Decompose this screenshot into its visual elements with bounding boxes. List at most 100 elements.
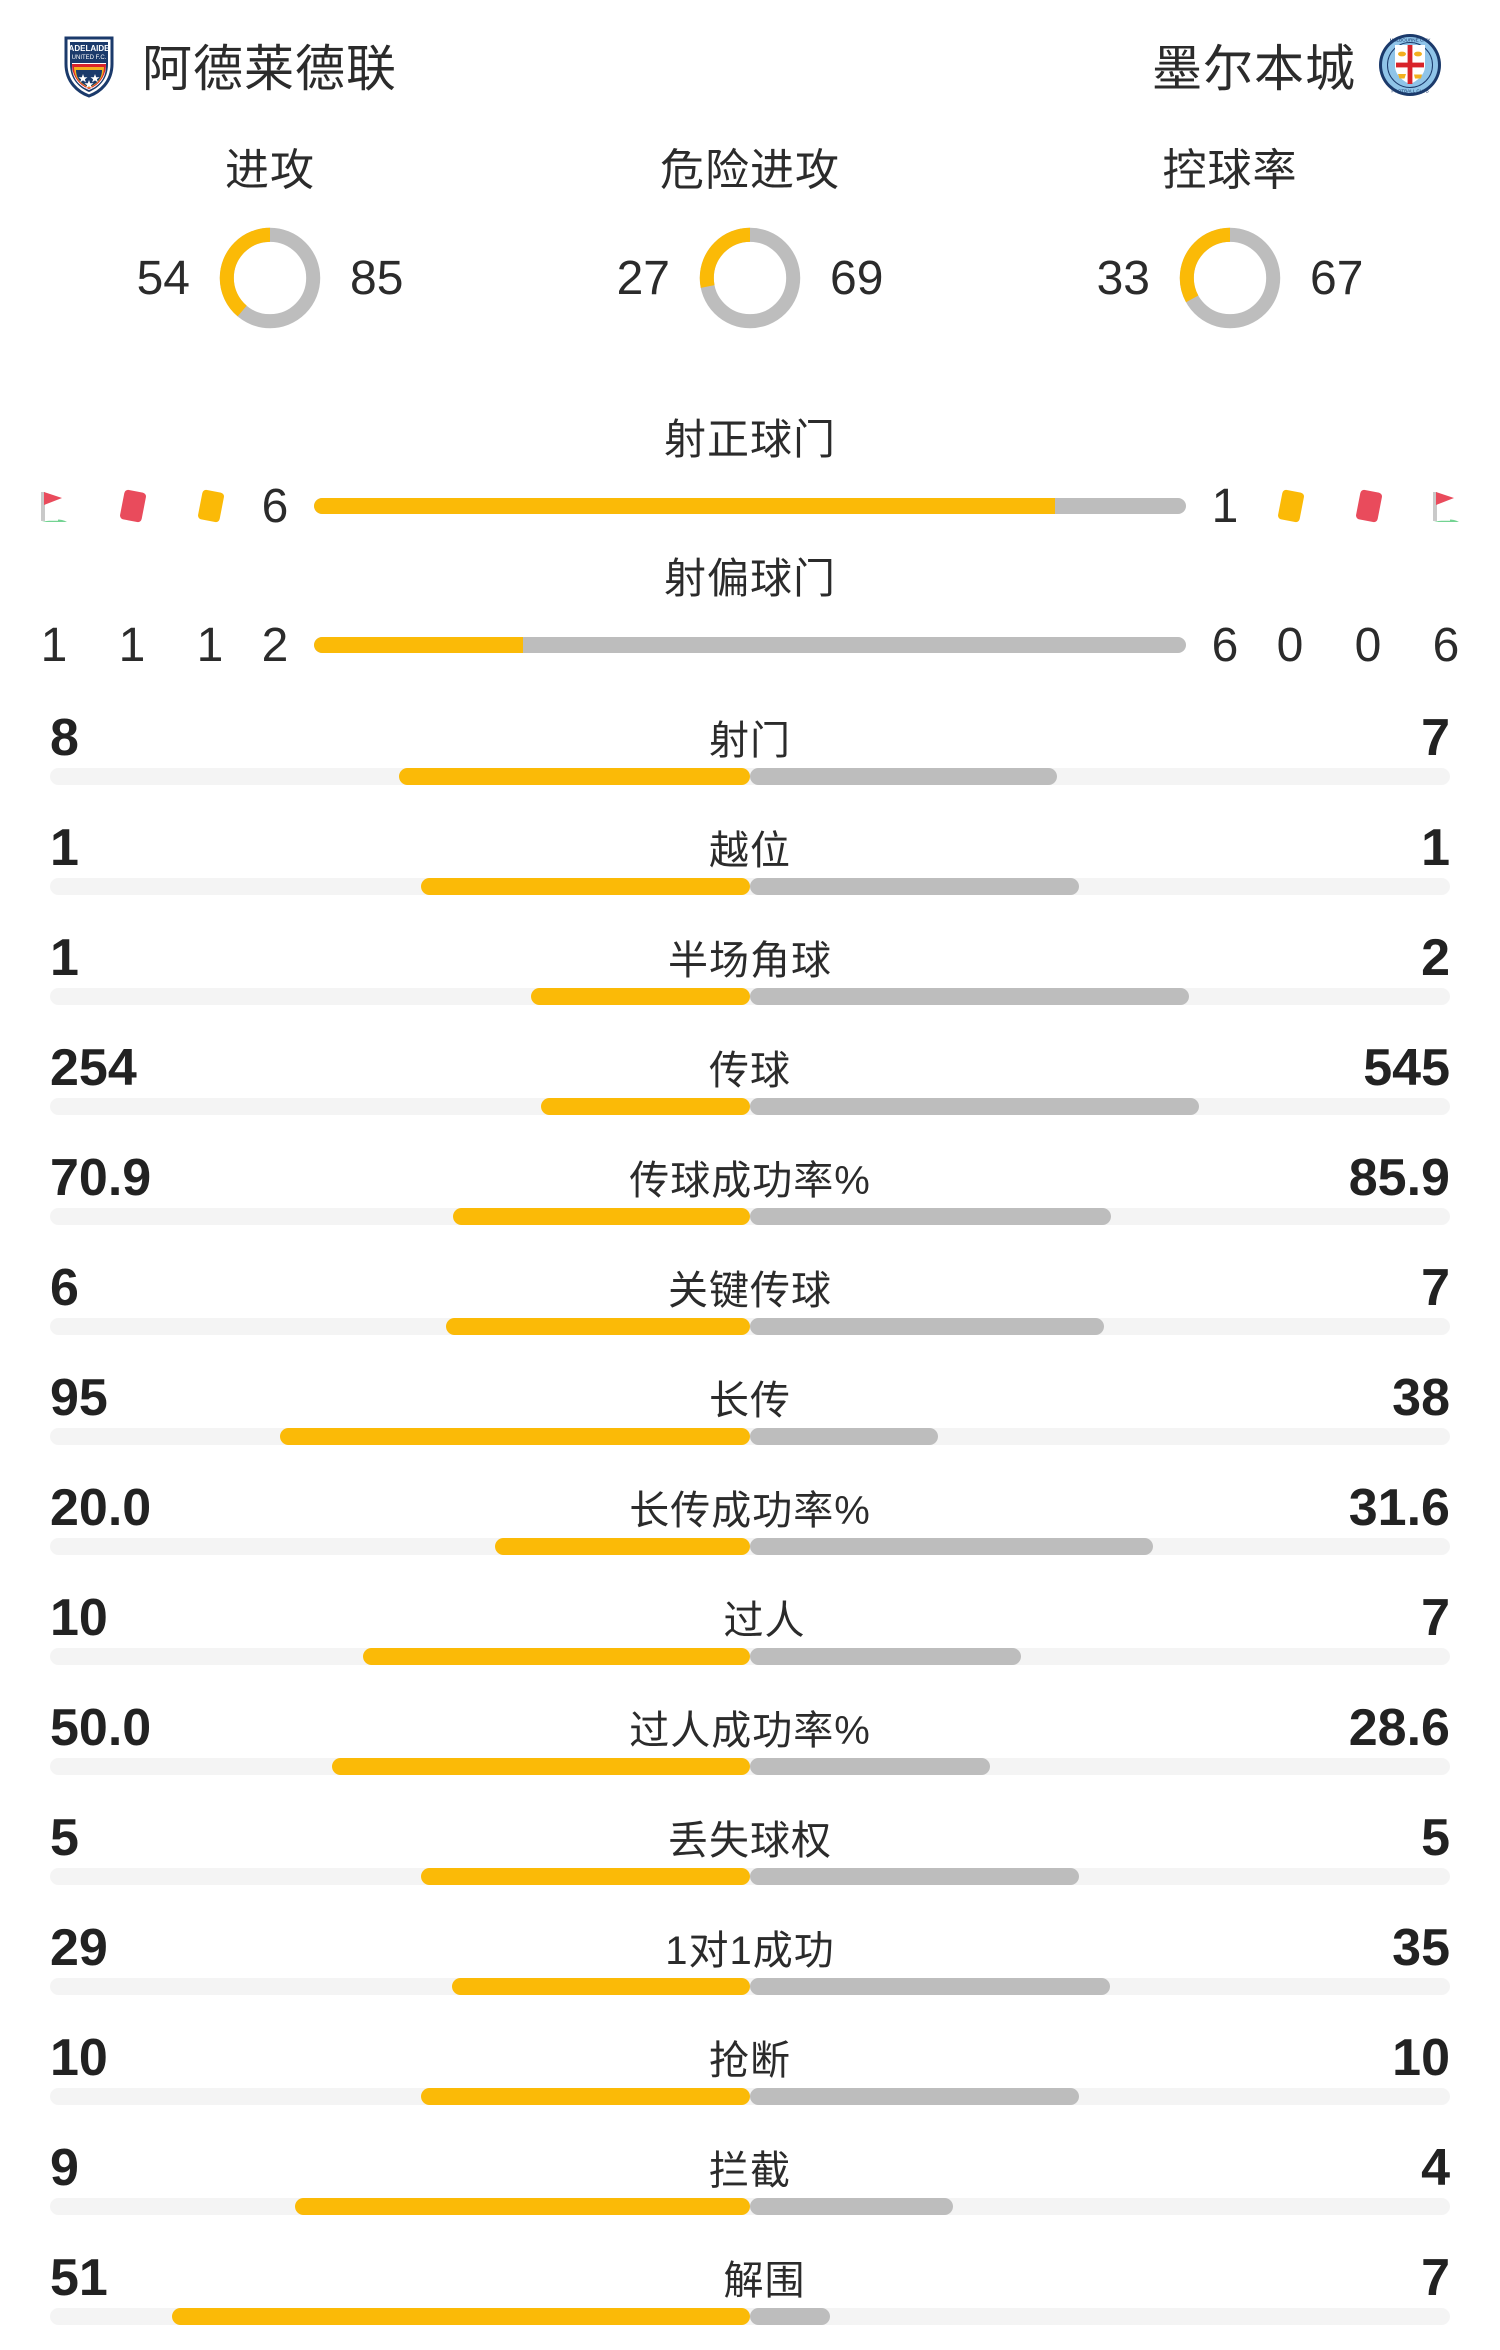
stat-bar-away-fill (750, 1758, 990, 1775)
stat-away-value: 7 (1421, 2249, 1450, 2307)
shots-off-target-away-value: 6 (1211, 618, 1239, 672)
stat-label: 长传 (709, 1379, 791, 1423)
stat-bar-track (50, 988, 1450, 1005)
donut-stat-0: 进攻 54 85 (30, 130, 510, 400)
stat-home-value: 9 (50, 2139, 79, 2197)
stat-away-value: 7 (1421, 709, 1450, 767)
stat-home-value: 10 (50, 2029, 108, 2087)
stat-bar-home-fill (421, 878, 750, 895)
away-icons-group (1264, 480, 1472, 532)
stat-bar-track (50, 878, 1450, 895)
stat-label: 过人成功率% (629, 1709, 871, 1753)
donut-away-value: 85 (350, 251, 404, 305)
stat-bar-home-fill (363, 1648, 750, 1665)
stat-home-value: 254 (50, 1039, 137, 1097)
stat-bar-home-fill (451, 1978, 750, 1995)
svg-text:ADELAIDE: ADELAIDE (69, 44, 111, 53)
stat-bar-track (50, 2198, 1450, 2215)
corner-flag-icon (28, 480, 80, 532)
away-red-card-count: 0 (1354, 618, 1382, 672)
donut-stat-2: 控球率 33 67 (990, 130, 1470, 400)
red-card-icon (106, 480, 158, 532)
svg-text:UNITED F.C.: UNITED F.C. (72, 55, 107, 61)
stat-home-value: 29 (50, 1919, 108, 1977)
svg-text:FOOTBALL CLUB: FOOTBALL CLUB (1391, 89, 1428, 94)
stat-label: 1对1成功 (665, 1929, 835, 1973)
stat-bar-home-fill (399, 768, 750, 785)
stat-home-value: 50.0 (50, 1699, 152, 1757)
shots-on-target-bar (314, 498, 1186, 514)
stat-bar-home-fill (280, 1428, 750, 1445)
stat-bar-away-fill (750, 1318, 1104, 1335)
melbourne-city-crest-icon: MELBOURNE CITY FOOTBALL CLUB (1378, 33, 1442, 97)
donut-away-value: 69 (830, 251, 884, 305)
donut-home-value: 33 (1096, 251, 1150, 305)
stat-bar-away-fill (750, 1098, 1199, 1115)
stat-away-value: 2 (1421, 929, 1450, 987)
stat-bar-track (50, 1758, 1450, 1775)
stat-bar-away-fill (750, 988, 1189, 1005)
away-team[interactable]: 墨尔本城 MELBOURNE CITY FOOTBALL CLUB (1152, 29, 1442, 101)
stat-bar-track (50, 1978, 1450, 1995)
donut-home-value: 27 (616, 251, 670, 305)
stat-bar-home-fill (421, 2088, 750, 2105)
stat-away-value: 545 (1363, 1039, 1450, 1097)
stat-away-value: 5 (1421, 1809, 1450, 1867)
stat-label: 半场角球 (668, 939, 832, 983)
stat-away-value: 31.6 (1348, 1479, 1450, 1537)
away-corner-count: 6 (1432, 618, 1460, 672)
stat-label: 拦截 (709, 2149, 791, 2193)
shots-on-target-row: 6 1 (28, 467, 1472, 545)
home-yellow-card-count: 1 (196, 618, 224, 672)
home-corner-count: 1 (40, 618, 68, 672)
stat-label: 传球成功率% (629, 1159, 871, 1203)
stat-bar-track (50, 1648, 1450, 1665)
table-row: 20.0 长传成功率% 31.6 (50, 1468, 1450, 1578)
stat-bar-away-fill (750, 878, 1079, 895)
donut-chart (219, 227, 321, 329)
donut-chart (699, 227, 801, 329)
stat-bar-away-fill (750, 1208, 1111, 1225)
shots-off-target-row: 1 1 1 2 6 0 0 6 (28, 606, 1472, 684)
stat-bar-away-fill (750, 1868, 1079, 1885)
svg-text:MELBOURNE CITY: MELBOURNE CITY (1390, 38, 1431, 43)
stat-away-value: 4 (1421, 2139, 1450, 2197)
stat-home-value: 10 (50, 1589, 108, 1647)
home-team-name: 阿德莱德联 (142, 41, 397, 97)
stat-label: 解围 (723, 2259, 806, 2303)
stat-away-value: 1 (1421, 819, 1450, 877)
donut-stats-row: 进攻 54 85 危险进攻 27 69 控球率 33 67 (0, 130, 1500, 400)
stat-home-value: 70.9 (50, 1149, 152, 1207)
stat-bar-away-fill (750, 2308, 830, 2325)
table-row: 254 传球 545 (50, 1028, 1450, 1138)
stat-label: 关键传球 (668, 1269, 832, 1313)
stat-label: 长传成功率% (629, 1489, 871, 1533)
stat-bar-track (50, 1208, 1450, 1225)
stat-away-value: 35 (1392, 1919, 1450, 1977)
shots-on-target-away-value: 1 (1211, 479, 1239, 533)
stat-home-value: 95 (50, 1369, 108, 1427)
stat-bar-track (50, 768, 1450, 785)
stat-bar-away-fill (750, 1648, 1022, 1665)
stat-bar-track (50, 1428, 1450, 1445)
table-row: 5 丢失球权 5 (50, 1798, 1450, 1908)
table-row: 70.9 传球成功率% 85.9 (50, 1138, 1450, 1248)
stat-bar-away-fill (750, 2198, 953, 2215)
home-icon-counts: 1 1 1 (28, 618, 236, 673)
stat-bar-home-fill (294, 2198, 750, 2215)
home-team[interactable]: ADELAIDE UNITED F.C. 阿德莱德联 (58, 29, 397, 101)
away-icon-counts: 0 0 6 (1264, 618, 1472, 673)
donut-label: 进攻 (225, 146, 315, 195)
donut-label: 控球率 (1162, 146, 1298, 195)
table-row: 1 越位 1 (50, 808, 1450, 918)
stat-bar-track (50, 1098, 1450, 1115)
stat-bar-away-fill (750, 1428, 939, 1445)
stat-bar-track (50, 2088, 1450, 2105)
table-row: 29 1对1成功 35 (50, 1908, 1450, 2018)
stat-bar-track (50, 1318, 1450, 1335)
red-card-icon (1342, 480, 1394, 532)
stat-bar-track (50, 2308, 1450, 2325)
away-yellow-card-count: 0 (1276, 618, 1304, 672)
table-row: 8 射门 7 (50, 698, 1450, 808)
stat-label: 传球 (709, 1049, 791, 1093)
